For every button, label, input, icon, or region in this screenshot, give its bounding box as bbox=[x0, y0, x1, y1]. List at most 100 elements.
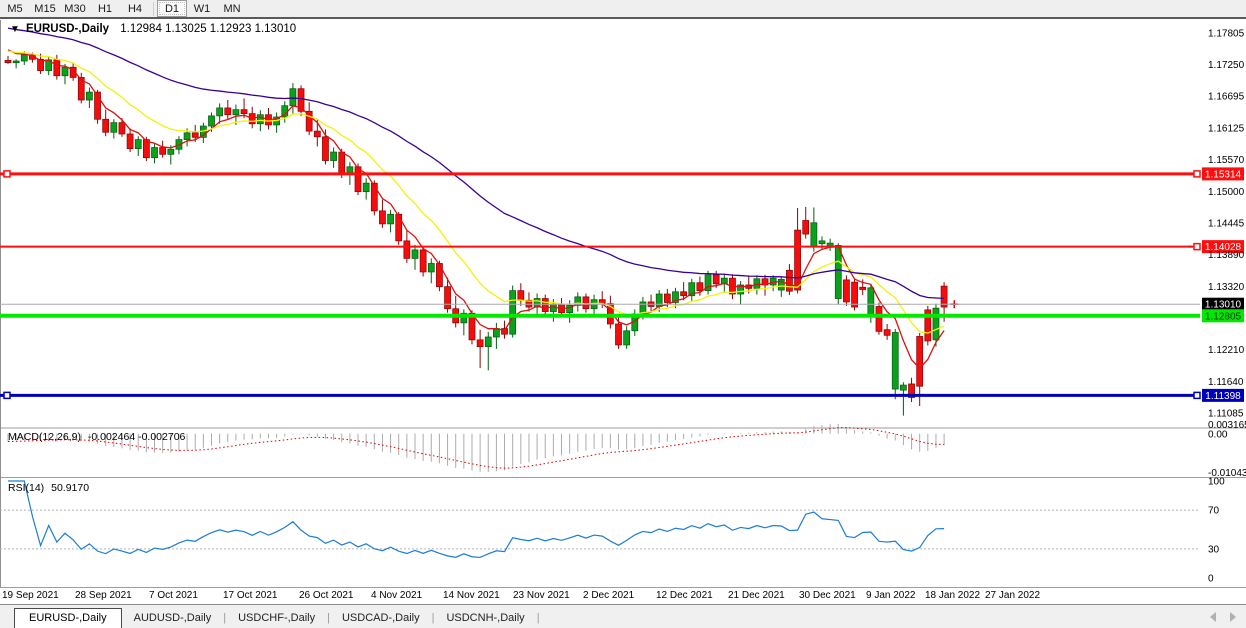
candle-body-bull bbox=[932, 307, 940, 341]
price-axis-label: 1.16695 bbox=[1208, 91, 1245, 102]
hline-right-handle[interactable] bbox=[1193, 391, 1201, 400]
rsi-axis-0: 0 bbox=[1208, 574, 1214, 585]
timeframe-button-d1[interactable]: D1 bbox=[157, 0, 187, 17]
macd-signal-line bbox=[7, 427, 945, 469]
rsi-indicator-value: 50.9170 bbox=[51, 482, 89, 494]
tab-usdcnh[interactable]: USDCNH-,Daily bbox=[446, 612, 525, 624]
candle-body-bull bbox=[86, 91, 93, 101]
candle-body-bull bbox=[110, 122, 118, 133]
candle-body-bear bbox=[419, 249, 427, 273]
rsi-axis-70: 70 bbox=[1208, 506, 1220, 517]
ma-medium-line bbox=[7, 50, 945, 334]
candle-body-bear bbox=[696, 282, 704, 292]
timeframe-button-h4[interactable]: H4 bbox=[127, 2, 143, 15]
rsi-indicator-label: RSI(14) bbox=[8, 482, 44, 494]
candle-body-bull bbox=[493, 328, 500, 338]
price-badge[interactable] bbox=[1202, 167, 1244, 181]
rsi-line bbox=[8, 480, 945, 559]
price-axis-label: 1.11085 bbox=[1208, 409, 1244, 420]
candle-body-bull bbox=[134, 139, 142, 150]
candle-body-bull bbox=[411, 249, 419, 259]
candle-body-bull bbox=[704, 274, 712, 292]
candle-body-bear bbox=[663, 293, 671, 303]
timeframe-button-m5[interactable]: M5 bbox=[7, 2, 23, 15]
date-axis-label: 23 Nov 2021 bbox=[513, 590, 570, 601]
candle-body-bear bbox=[53, 59, 61, 77]
price-axis-label: 1.15000 bbox=[1208, 187, 1245, 198]
price-badge[interactable] bbox=[1202, 388, 1244, 402]
tab-scroll-left-icon[interactable] bbox=[1210, 612, 1216, 622]
date-axis-label: 2 Dec 2021 bbox=[583, 590, 635, 601]
candle-body-bear bbox=[940, 285, 948, 308]
price-axis-label: 1.13320 bbox=[1208, 282, 1245, 293]
toolbar-separator bbox=[153, 1, 154, 16]
date-axis-label: 19 Sep 2021 bbox=[2, 590, 59, 601]
candle-body-bull bbox=[867, 287, 875, 318]
macd-indicator-label: MACD(12,26,9) bbox=[8, 431, 81, 443]
hline-right-handle[interactable] bbox=[1193, 242, 1201, 251]
price-axis-label: 1.12210 bbox=[1208, 345, 1245, 356]
candle-body-bear bbox=[297, 88, 305, 112]
hline-left-handle[interactable] bbox=[3, 170, 11, 178]
candle-body-bull bbox=[509, 290, 517, 335]
candle-body-bear bbox=[69, 66, 77, 78]
symbol-dropdown-icon[interactable]: ▼ bbox=[10, 24, 20, 35]
rsi-axis-30: 30 bbox=[1208, 544, 1220, 555]
timeframe-button-mn[interactable]: MN bbox=[223, 2, 241, 15]
macd-axis-zero: 0.00 bbox=[1208, 430, 1228, 441]
price-axis-label: 1.17805 bbox=[1208, 29, 1245, 40]
price-badge-label: 1.13010 bbox=[1205, 300, 1242, 311]
timeframe-button-h1[interactable]: H1 bbox=[97, 2, 113, 15]
candle-body-bull bbox=[61, 66, 69, 77]
tab-eurusd[interactable]: EURUSD-,Daily bbox=[14, 608, 122, 628]
candle-body-bear bbox=[916, 336, 924, 387]
candle-body-bear bbox=[924, 309, 932, 342]
date-axis-label: 21 Dec 2021 bbox=[728, 590, 785, 601]
candle-body-bull bbox=[900, 384, 907, 391]
price-axis-label: 1.17250 bbox=[1208, 60, 1245, 71]
candle-body-bear bbox=[224, 107, 232, 116]
candle-body-bull bbox=[460, 312, 468, 324]
candle-body-bear bbox=[541, 298, 549, 312]
price-axis-label: 1.15570 bbox=[1208, 155, 1245, 166]
price-axis-label: 1.14445 bbox=[1208, 219, 1245, 230]
timeframe-button-w1[interactable]: W1 bbox=[193, 2, 211, 15]
candle-body-bear bbox=[786, 269, 793, 292]
price-axis-label: 1.13890 bbox=[1208, 250, 1245, 261]
timeframe-button-m30[interactable]: M30 bbox=[64, 2, 86, 15]
candle-body-bull bbox=[232, 109, 240, 116]
price-badge[interactable] bbox=[1202, 309, 1244, 323]
candle-body-bear bbox=[159, 147, 167, 155]
candle-body-bull bbox=[387, 213, 394, 225]
timeframe-button-m15[interactable]: M15 bbox=[34, 2, 56, 15]
ma-fast-line bbox=[7, 49, 945, 370]
candle-body-bull bbox=[208, 115, 215, 127]
tab-audusd[interactable]: AUDUSD-,Daily bbox=[133, 612, 212, 624]
date-axis-label: 30 Dec 2021 bbox=[799, 590, 856, 601]
date-axis-label: 14 Nov 2021 bbox=[443, 590, 500, 601]
tab-scroll-right-icon[interactable] bbox=[1230, 612, 1236, 622]
hline-left-handle[interactable] bbox=[3, 391, 11, 400]
candle-body-bear bbox=[94, 91, 101, 120]
hline-right-handle[interactable] bbox=[1193, 170, 1201, 178]
tab-usdcad[interactable]: USDCAD-,Daily bbox=[341, 612, 420, 624]
candle-body-bear bbox=[379, 210, 386, 225]
date-axis-label: 12 Dec 2021 bbox=[656, 590, 713, 601]
candle-body-bull bbox=[183, 132, 191, 140]
candle-body-bear bbox=[883, 329, 891, 336]
date-axis-label: 18 Jan 2022 bbox=[925, 590, 980, 601]
svg-text:EURUSD-,Daily 1.12984 1.: EURUSD-,Daily 1.12984 1.13025 1.12923 1.… bbox=[26, 23, 296, 35]
candle-body-bull bbox=[834, 245, 842, 299]
price-badge-label: 1.14028 bbox=[1205, 242, 1242, 253]
tab-usdchf[interactable]: USDCHF-,Daily bbox=[238, 612, 316, 624]
candle-body-bear bbox=[712, 274, 720, 285]
candle-body-bear bbox=[908, 383, 915, 398]
candle-body-bull bbox=[151, 147, 158, 159]
candle-body-bear bbox=[680, 291, 687, 297]
ma-slow-line bbox=[7, 27, 945, 300]
price-badge[interactable] bbox=[1202, 297, 1244, 311]
price-badge[interactable] bbox=[1202, 240, 1244, 254]
